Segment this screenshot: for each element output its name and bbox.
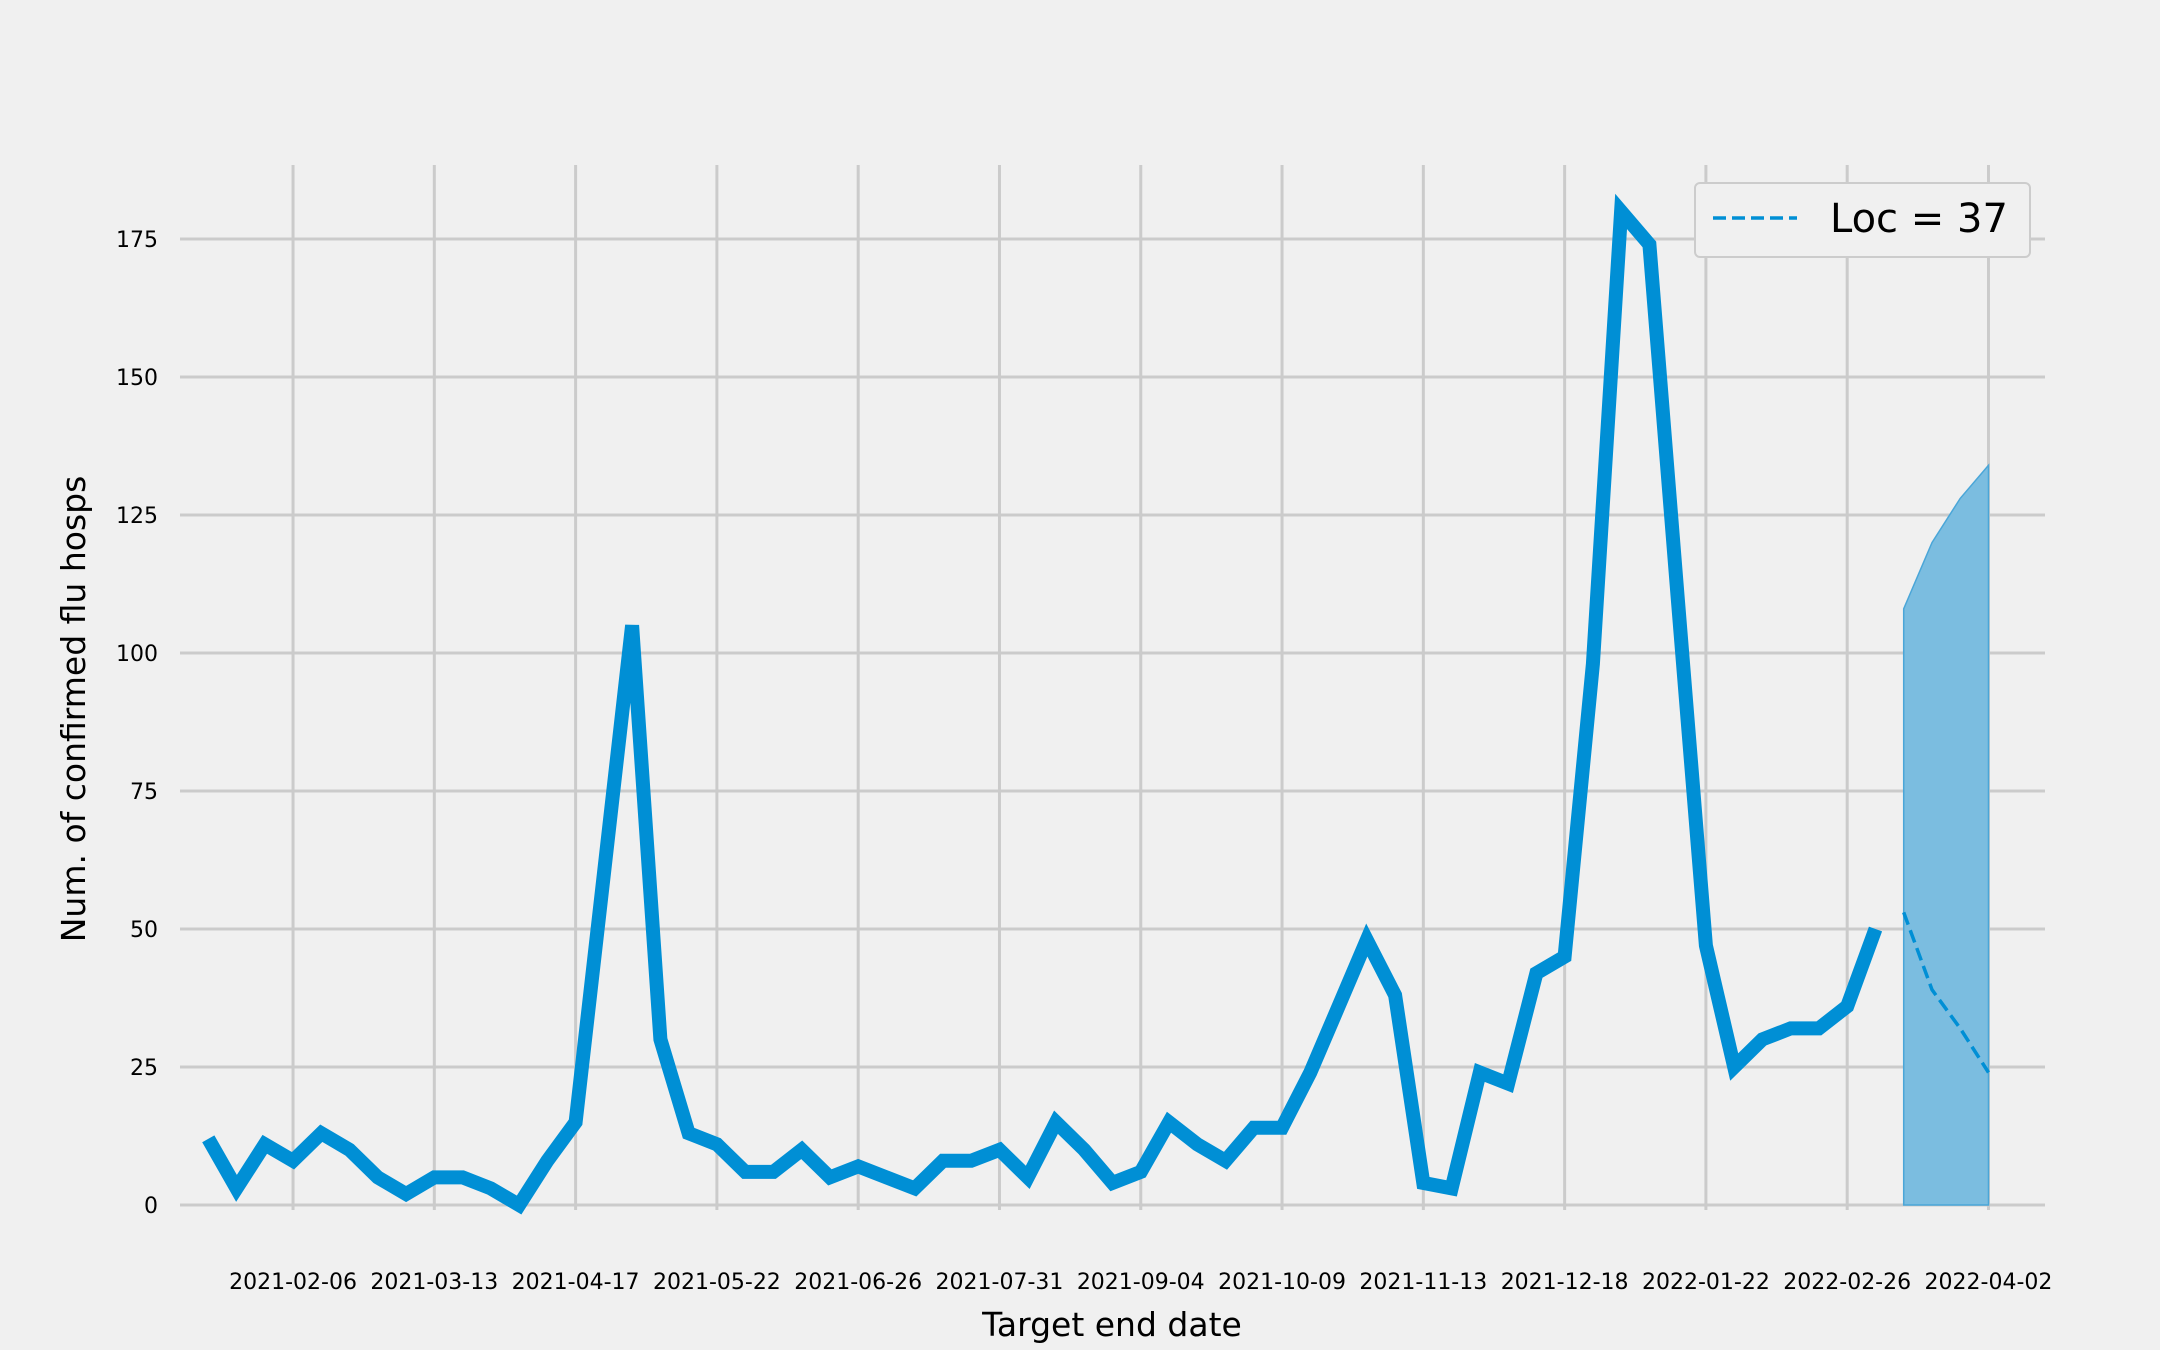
x-tick-label: 2022-01-22 — [1642, 1270, 1770, 1295]
observed-series-line — [202, 193, 1883, 1215]
x-gridlines — [291, 165, 1990, 1210]
y-tick-label: 100 — [116, 642, 158, 667]
y-axis-label: Num. of confirmed flu hosps — [54, 476, 93, 943]
y-tick-label: 50 — [130, 918, 158, 943]
forecast-interval-layer — [1902, 463, 1990, 1206]
x-tick-label: 2021-02-06 — [229, 1270, 357, 1295]
legend: Loc = 37 — [1694, 182, 2031, 258]
x-tick-label: 2021-10-09 — [1218, 1270, 1346, 1295]
x-tick-label: 2021-09-04 — [1077, 1270, 1205, 1295]
legend-label-loc: Loc = 37 — [1830, 196, 2008, 242]
x-tick-label: 2021-11-13 — [1359, 1270, 1487, 1295]
y-tick-label: 75 — [130, 780, 158, 805]
series-layer — [202, 193, 1990, 1215]
forecast-interval-band — [1902, 463, 1990, 1206]
y-tick-labels: 0 25 50 75 100 125 150 175 — [116, 228, 158, 1219]
y-gridlines — [180, 237, 2045, 1207]
forecast-median-line — [1902, 911, 1990, 1074]
y-tick-label: 0 — [144, 1194, 158, 1219]
x-tick-label: 2021-07-31 — [936, 1270, 1064, 1295]
x-tick-label: 2022-04-02 — [1925, 1270, 2053, 1295]
x-tick-label: 2021-12-18 — [1501, 1270, 1629, 1295]
legend-box — [1694, 182, 2031, 258]
x-axis-label: Target end date — [981, 1305, 1242, 1344]
x-tick-label: 2021-04-17 — [512, 1270, 640, 1295]
x-tick-label: 2021-03-13 — [370, 1270, 498, 1295]
y-tick-label: 125 — [116, 504, 158, 529]
y-tick-label: 25 — [130, 1056, 158, 1081]
x-tick-labels: 2021-02-06 2021-03-13 2021-04-17 2021-05-22… — [229, 1270, 2052, 1295]
x-tick-label: 2022-02-26 — [1783, 1270, 1911, 1295]
x-tick-label: 2021-05-22 — [653, 1270, 781, 1295]
y-tick-label: 150 — [116, 366, 158, 391]
x-tick-label: 2021-06-26 — [794, 1270, 922, 1295]
y-tick-label: 175 — [116, 228, 158, 253]
